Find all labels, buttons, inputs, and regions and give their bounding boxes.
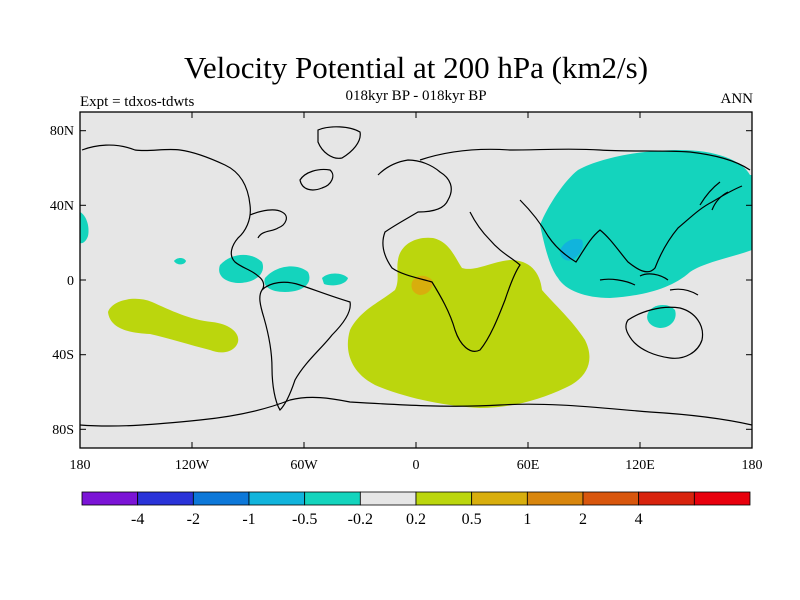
colorbar-swatch [471, 491, 528, 506]
lat-label-40n: 40N [50, 199, 74, 214]
colorbar-swatch [137, 491, 194, 506]
colorbar-swatch [359, 491, 417, 506]
contour-region-south-pacific [108, 298, 239, 353]
lat-label-80n: 80N [50, 124, 74, 139]
lon-label-60e: 60E [517, 458, 540, 473]
coastline-australia [625, 306, 704, 359]
lat-label-40s: 40S [52, 348, 74, 363]
colorbar-swatch [693, 491, 751, 506]
coastline-greenland [317, 126, 361, 159]
coastline-japan [699, 181, 729, 211]
colorbar-label: -0.2 [348, 511, 373, 528]
contour-region-pacific-spot [174, 258, 186, 265]
contour-region-pacific-east [219, 254, 264, 283]
colorbar-swatch [192, 491, 250, 506]
lat-label-80s: 80S [52, 423, 74, 438]
colorbar-swatch [582, 491, 640, 506]
coastlines [80, 126, 752, 427]
contour-region-amazon [264, 266, 310, 292]
lat-axis: 80N 40N 0 40S 80S [50, 124, 752, 438]
contour-region-africa-atlantic [347, 237, 590, 408]
colorbar: -4 -2 -1 -0.5 -0.2 0.2 0.5 1 2 4 [81, 491, 751, 528]
colorbar-label: -4 [131, 511, 144, 528]
colorbar-label: -0.5 [292, 511, 317, 528]
coastline-south-america [259, 281, 351, 411]
coastline-indonesia [599, 273, 699, 296]
colorbar-swatch [526, 491, 584, 506]
colorbar-swatch [248, 491, 306, 506]
lon-label-120e: 120E [625, 458, 655, 473]
lon-label-0: 0 [413, 458, 420, 473]
lon-label-120w: 120W [175, 458, 210, 473]
colorbar-swatch [415, 491, 473, 506]
coastline-north-america [81, 144, 334, 291]
plot-title: Velocity Potential at 200 hPa (km2/s) [183, 50, 649, 85]
colorbar-label: -2 [187, 511, 200, 528]
colorbar-swatch [81, 491, 139, 506]
lon-label-180w: 180 [70, 458, 91, 473]
plot-subtitle: 018kyr BP - 018kyr BP [345, 88, 487, 104]
season-label: ANN [720, 91, 754, 107]
colorbar-label: 0.2 [406, 511, 426, 528]
contour-region-australia [647, 304, 676, 328]
colorbar-swatch [304, 491, 361, 506]
lat-label-0: 0 [67, 274, 74, 289]
lon-label-180e: 180 [742, 458, 763, 473]
experiment-label: Expt = tdxos-tdwts [80, 94, 195, 110]
colorbar-label: -1 [242, 511, 255, 528]
coastline-europe-africa [377, 159, 521, 352]
contour-region-asia [540, 150, 752, 298]
colorbar-label: 0.5 [462, 511, 482, 528]
contour-region-atlantic-west [80, 212, 89, 244]
coastline-antarctica [80, 396, 752, 427]
colorbar-swatch [638, 491, 695, 506]
lon-label-60w: 60W [290, 458, 318, 473]
colorbar-label: 2 [579, 511, 587, 528]
colorbar-label: 4 [635, 511, 643, 528]
colorbar-label: 1 [523, 511, 531, 528]
lon-axis: 180 120W 60W 0 60E 120E 180 [70, 112, 763, 473]
contour-region-atlantic-small [322, 273, 348, 286]
contour-fields [80, 150, 752, 408]
coastline-eurasia [419, 148, 751, 273]
